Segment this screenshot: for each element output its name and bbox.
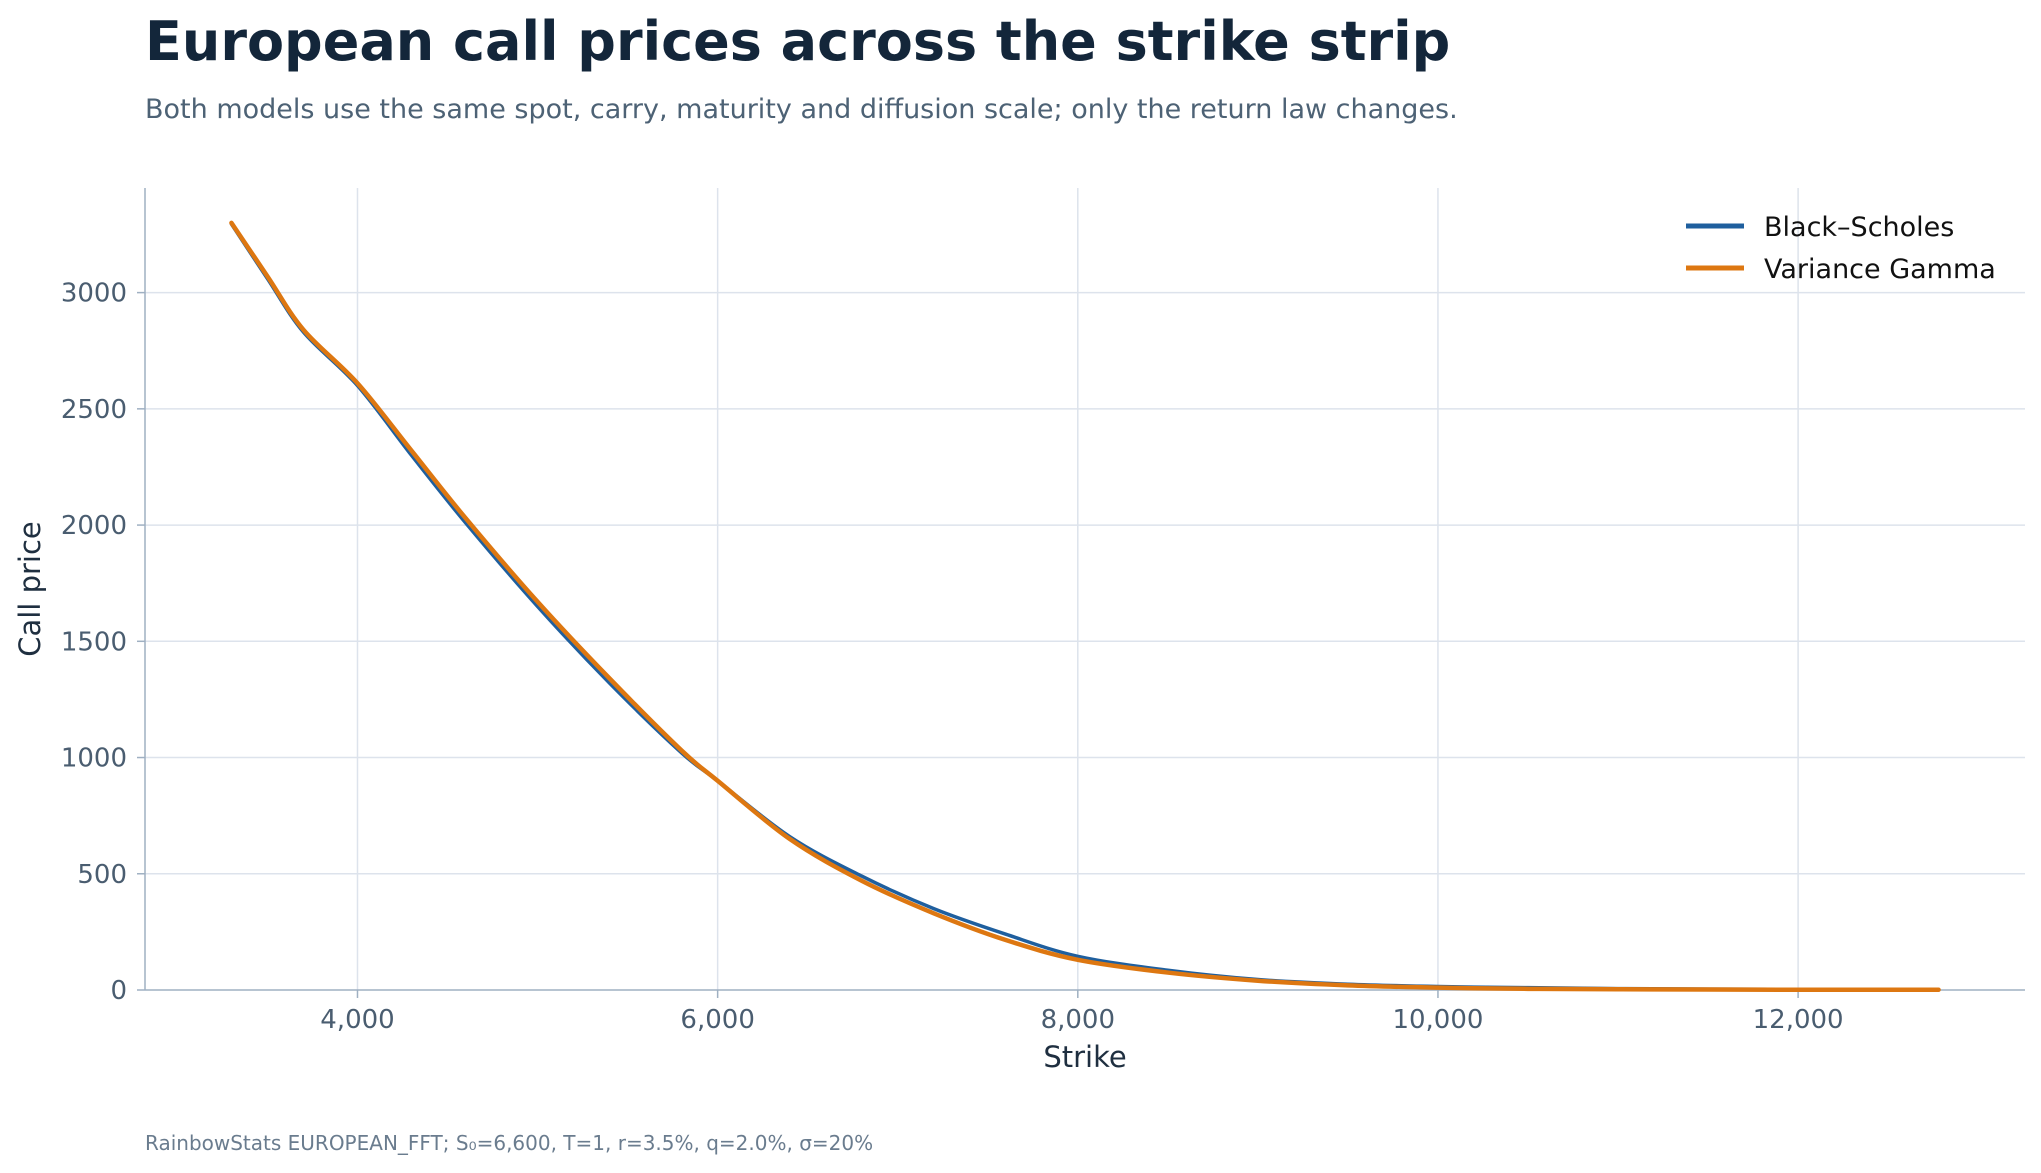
- x-tick-label: 8,000: [1041, 1005, 1115, 1035]
- legend-label-variance-gamma: Variance Gamma: [1764, 254, 1996, 285]
- chart-subtitle: Both models use the same spot, carry, ma…: [145, 94, 1458, 125]
- x-tick-label: 12,000: [1753, 1005, 1844, 1035]
- footnote: RainbowStats EUROPEAN_FFT; S₀=6,600, T=1…: [145, 1131, 873, 1155]
- y-tick-label: 2000: [61, 511, 127, 541]
- series-line-black-scholes: [229, 222, 1941, 992]
- legend-label-black-scholes: Black–Scholes: [1764, 212, 1954, 243]
- x-axis-title: Strike: [1043, 1040, 1126, 1074]
- chart-title: European call prices across the strike s…: [145, 10, 1450, 73]
- x-tick-label: 6,000: [680, 1005, 754, 1035]
- y-tick-label: 2500: [61, 395, 127, 425]
- y-tick-label: 1500: [61, 627, 127, 657]
- y-axis-title: Call price: [13, 521, 47, 657]
- legend: Black–Scholes Variance Gamma: [1686, 212, 1996, 285]
- y-tick-label: 0: [110, 976, 127, 1006]
- series-lines: [229, 220, 1941, 993]
- x-tick-label: 4,000: [320, 1005, 394, 1035]
- y-tick-label: 1000: [61, 744, 127, 774]
- grid: [145, 188, 2025, 990]
- axes: [144, 188, 2025, 991]
- x-tick-label: 10,000: [1392, 1005, 1483, 1035]
- y-tick-label: 500: [77, 860, 127, 890]
- y-tick-label: 3000: [61, 279, 127, 309]
- series-line-variance-gamma: [229, 220, 1941, 993]
- tick-labels: 4,000 6,000 8,000 10,000 12,000 0 500 1000 1500 2…: [61, 279, 1844, 1035]
